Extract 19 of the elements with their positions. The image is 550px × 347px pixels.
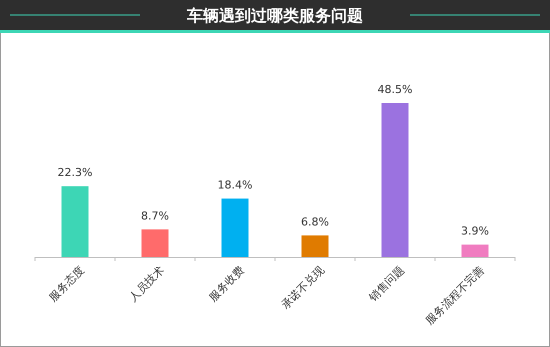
data-label: 3.9% (461, 224, 489, 238)
data-label: 6.8% (301, 215, 329, 228)
bar (302, 235, 328, 257)
chart-title: 车辆遇到过哪类服务问题 (186, 6, 363, 25)
data-label: 8.7% (141, 209, 169, 222)
x-tick-label: 人员技术 (126, 264, 167, 304)
data-label: 18.4% (218, 178, 252, 192)
bar (382, 103, 408, 257)
bar (62, 186, 88, 257)
x-tick-label: 服务收费 (206, 264, 247, 304)
data-label: 48.5% (378, 83, 412, 96)
x-tick-label: 销售问题 (366, 264, 407, 305)
x-tick-label: 服务流程不完善 (423, 264, 487, 328)
bar (222, 198, 248, 257)
bar (142, 229, 168, 257)
x-tick-label: 服务态度 (46, 264, 87, 304)
x-tick-label: 承诺不兑现 (278, 264, 327, 312)
bar (462, 244, 488, 257)
data-label: 22.3% (58, 166, 92, 180)
